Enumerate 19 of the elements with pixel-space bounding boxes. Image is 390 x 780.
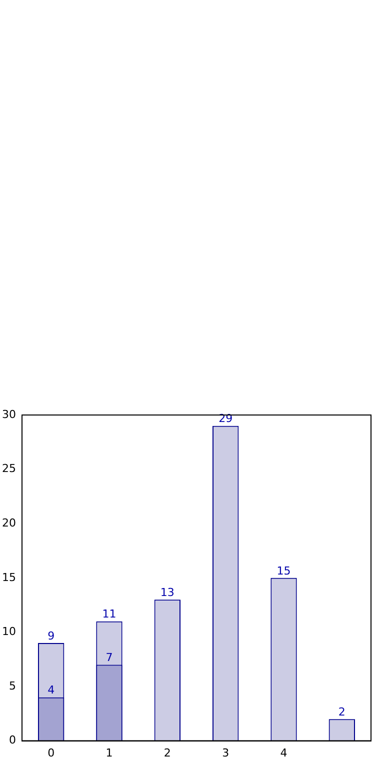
y-tick-label: 15 (2, 570, 16, 584)
data-label: 11 (102, 608, 116, 621)
x-tick-label: 1 (106, 746, 113, 760)
x-tick-label: 3 (222, 746, 230, 760)
data-label: 4 (48, 684, 55, 697)
data-label: 13 (160, 586, 174, 599)
y-tick-label: 0 (8, 734, 16, 747)
x-tick-label: 0 (48, 746, 55, 760)
y-tick-label: 20 (2, 516, 16, 530)
y-tick-label: 5 (8, 679, 16, 692)
y-tick-label: 10 (2, 625, 16, 638)
data-label: 9 (48, 629, 55, 642)
x-tick-label: 4 (280, 746, 288, 760)
data-label: 15 (276, 564, 291, 578)
data-label: 7 (106, 651, 113, 664)
y-tick-label: 30 (2, 408, 16, 421)
x-tick-label: 2 (164, 746, 171, 760)
y-tick-label: 25 (2, 462, 16, 476)
data-label: 2 (338, 705, 346, 718)
